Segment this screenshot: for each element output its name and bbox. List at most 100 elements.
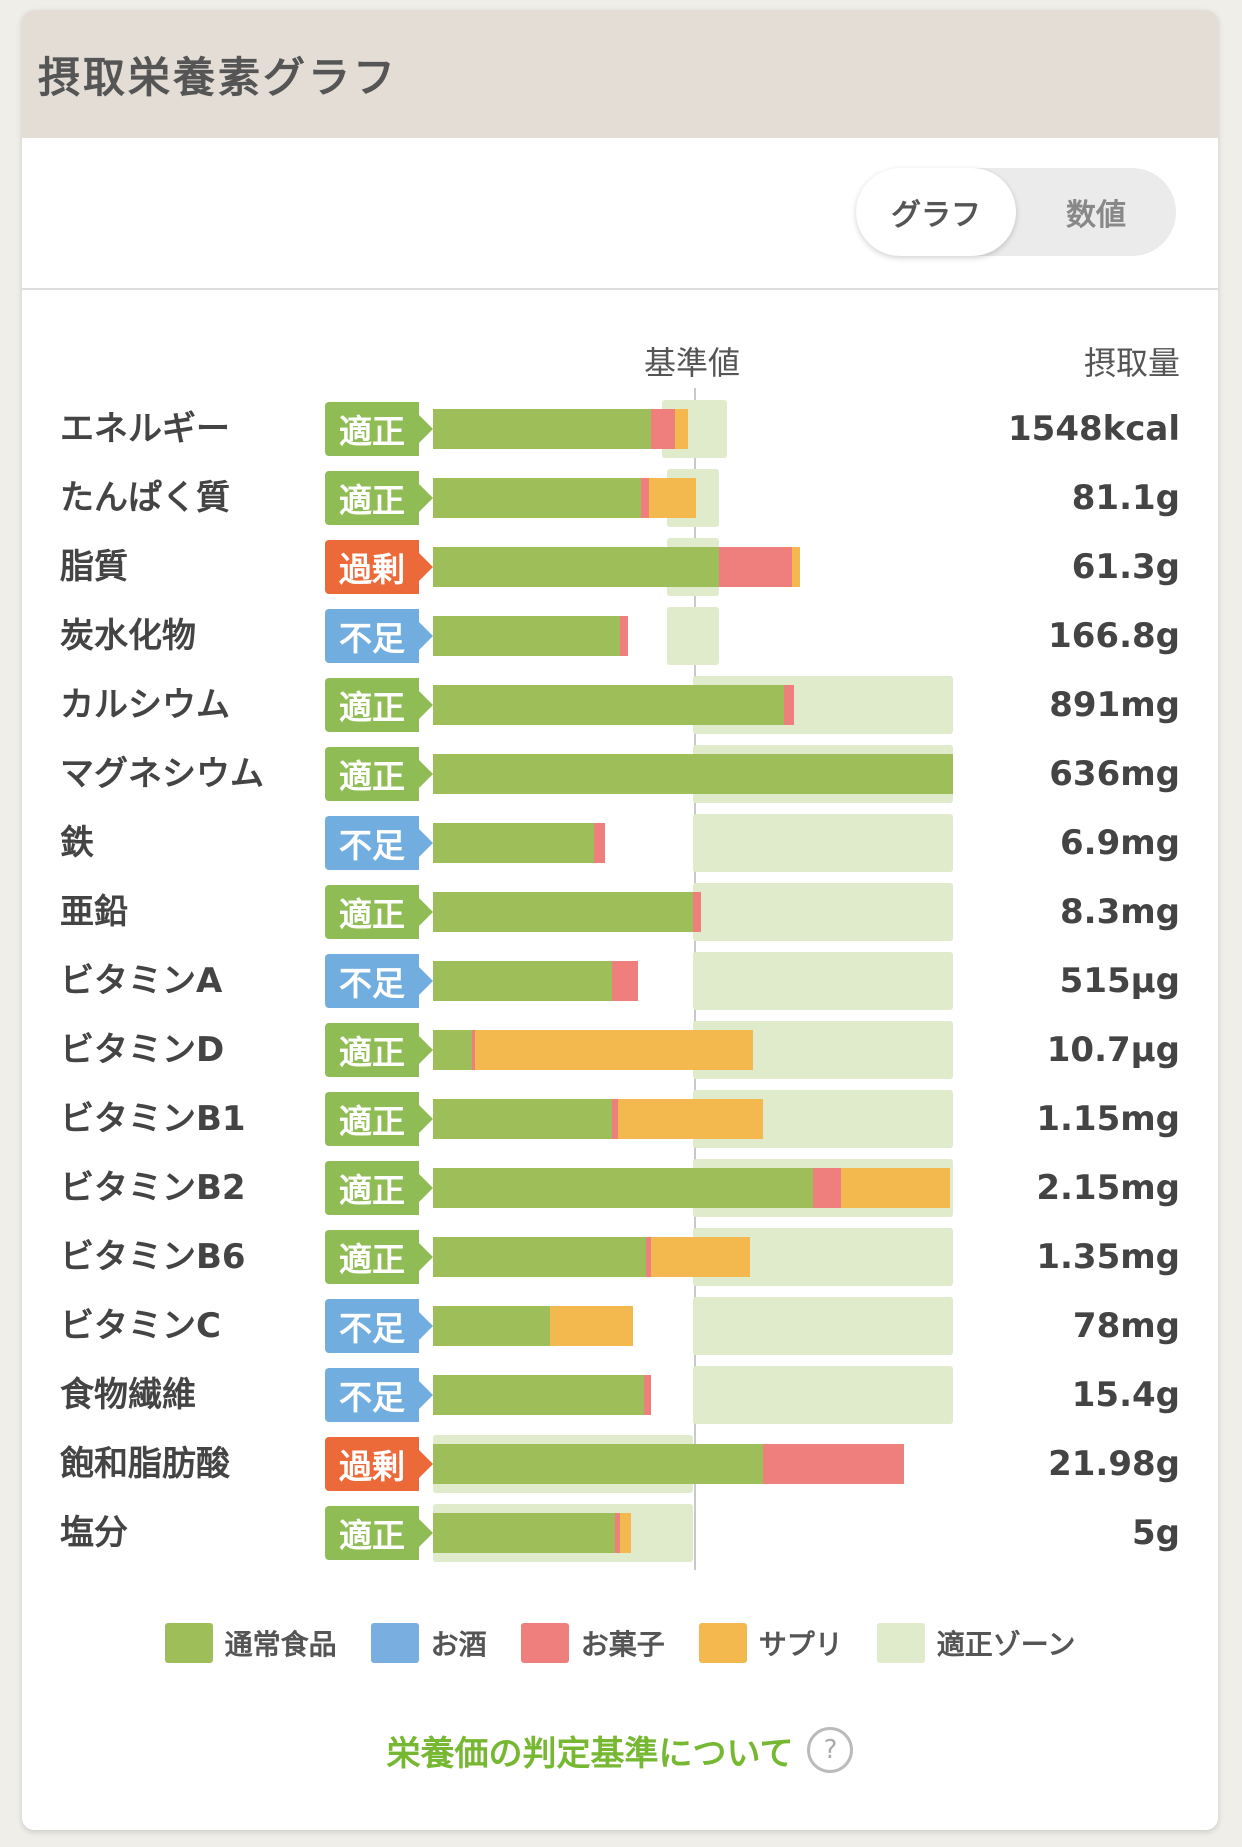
- bar-normal-food: [433, 1375, 644, 1415]
- nutrient-name: ビタミンA: [60, 961, 223, 1001]
- bar-normal-food: [433, 1237, 647, 1277]
- view-toggle-row: グラフ 数値: [22, 138, 1218, 290]
- card-title: 摂取栄養素グラフ: [22, 10, 1218, 138]
- bar-supplement: [648, 478, 696, 518]
- legend-swatch: [698, 1623, 747, 1663]
- status-label: 適正: [339, 1516, 405, 1555]
- legend: 通常食品 お酒 お菓子 サプリ 適正ゾーン: [22, 1618, 1218, 1668]
- bar-snack: [620, 616, 628, 656]
- bar-normal-food: [433, 1030, 472, 1070]
- status-label: 不足: [339, 619, 405, 658]
- intake-amount: 5g: [1132, 1513, 1180, 1553]
- nutrient-row: 脂質 過剰 61.3g: [22, 538, 1218, 596]
- legend-item-snack: お菓子: [520, 1623, 665, 1663]
- status-badge: 適正: [325, 1506, 433, 1560]
- bar-supplement: [474, 1030, 753, 1070]
- nutrient-name: ビタミンD: [60, 1030, 225, 1070]
- legend-swatch: [876, 1623, 925, 1663]
- nutrient-row: 亜鉛 適正 8.3mg: [22, 883, 1218, 941]
- bar-normal-food: [433, 1099, 613, 1139]
- bar-supplement: [651, 1237, 751, 1277]
- nutrient-name: たんぱく質: [60, 478, 230, 518]
- status-badge: 過剰: [325, 1437, 433, 1491]
- legend-item-alcohol: お酒: [370, 1623, 487, 1663]
- intake-amount: 61.3g: [1071, 547, 1180, 587]
- bar-normal-food: [433, 823, 595, 863]
- bar-normal-food: [433, 547, 719, 587]
- intake-amount: 78mg: [1072, 1306, 1180, 1346]
- nutrient-name: ビタミンB1: [60, 1099, 246, 1139]
- appropriate-zone: [693, 952, 953, 1010]
- legend-item-normal: 通常食品: [164, 1623, 337, 1663]
- bar-normal-food: [433, 616, 621, 656]
- status-label: 適正: [339, 757, 405, 796]
- bar-supplement: [841, 1168, 951, 1208]
- nutrient-row: エネルギー 適正 1548kcal: [22, 400, 1218, 458]
- appropriate-zone: [693, 1366, 953, 1424]
- bar-normal-food: [433, 478, 641, 518]
- status-label: 不足: [339, 964, 405, 1003]
- status-badge: 適正: [325, 471, 433, 525]
- nutrient-name: マグネシウム: [60, 754, 264, 794]
- nutrient-name: ビタミンC: [60, 1306, 221, 1346]
- criteria-link-label[interactable]: 栄養価の判定基準について: [386, 1733, 794, 1774]
- status-label: 適正: [339, 688, 405, 727]
- status-badge: 適正: [325, 402, 433, 456]
- graph-tab[interactable]: グラフ: [856, 168, 1016, 256]
- status-label: 過剰: [339, 1447, 405, 1486]
- intake-amount: 1548kcal: [1008, 409, 1180, 449]
- bar-snack: [784, 685, 795, 725]
- bar-normal-food: [433, 409, 652, 449]
- bar-snack: [651, 409, 675, 449]
- status-badge: 適正: [325, 678, 433, 732]
- nutrient-row: マグネシウム 適正 636mg: [22, 745, 1218, 803]
- intake-amount: 1.15mg: [1036, 1099, 1180, 1139]
- bar-snack: [812, 1168, 842, 1208]
- nutrient-row: 飽和脂肪酸 過剰 21.98g: [22, 1435, 1218, 1493]
- bar-normal-food: [433, 961, 613, 1001]
- status-label: 不足: [339, 1309, 405, 1348]
- legend-item-zone: 適正ゾーン: [876, 1623, 1076, 1663]
- nutrient-name: 炭水化物: [60, 616, 196, 656]
- intake-amount: 1.35mg: [1036, 1237, 1180, 1277]
- intake-amount: 891mg: [1049, 685, 1180, 725]
- intake-amount: 2.15mg: [1036, 1168, 1180, 1208]
- bar-snack: [763, 1444, 904, 1484]
- intake-amount: 81.1g: [1071, 478, 1180, 518]
- nutrient-row: 食物繊維 不足 15.4g: [22, 1366, 1218, 1424]
- number-tab[interactable]: 数値: [1066, 198, 1126, 233]
- criteria-link[interactable]: 栄養価の判定基準について ?: [22, 1720, 1218, 1780]
- status-label: 適正: [339, 481, 405, 520]
- bar-normal-food: [433, 754, 953, 794]
- status-badge: 適正: [325, 1092, 433, 1146]
- status-badge: 適正: [325, 747, 433, 801]
- status-badge: 適正: [325, 885, 433, 939]
- bar-snack: [615, 1513, 621, 1553]
- nutrient-row: たんぱく質 適正 81.1g: [22, 469, 1218, 527]
- legend-label: 適正ゾーン: [936, 1628, 1076, 1661]
- nutrient-graph-card: 摂取栄養素グラフ グラフ 数値 基準値 摂取量 エネルギー 適正 1548kcal た…: [22, 10, 1218, 1830]
- status-badge: 不足: [325, 1368, 433, 1422]
- view-toggle[interactable]: グラフ 数値: [856, 168, 1176, 256]
- status-badge: 不足: [325, 1299, 433, 1353]
- bar-normal-food: [433, 1306, 550, 1346]
- bar-snack: [472, 1030, 475, 1070]
- status-badge: 適正: [325, 1161, 433, 1215]
- help-icon[interactable]: ?: [807, 1727, 854, 1773]
- intake-amount: 636mg: [1049, 754, 1180, 794]
- nutrient-name: ビタミンB2: [60, 1168, 246, 1208]
- legend-label: お菓子: [580, 1628, 665, 1661]
- intake-amount: 21.98g: [1048, 1444, 1180, 1484]
- legend-label: お酒: [430, 1628, 487, 1661]
- bar-normal-food: [433, 892, 693, 932]
- bar-supplement: [674, 409, 688, 449]
- bar-snack: [693, 892, 701, 932]
- intake-amount: 15.4g: [1071, 1375, 1180, 1415]
- nutrient-name: 塩分: [60, 1513, 128, 1553]
- legend-swatch: [370, 1623, 419, 1663]
- intake-amount: 10.7μg: [1046, 1030, 1180, 1070]
- nutrient-name: 食物繊維: [60, 1375, 196, 1415]
- status-label: 適正: [339, 412, 405, 451]
- bar-normal-food: [433, 685, 784, 725]
- nutrient-name: ビタミンB6: [60, 1237, 246, 1277]
